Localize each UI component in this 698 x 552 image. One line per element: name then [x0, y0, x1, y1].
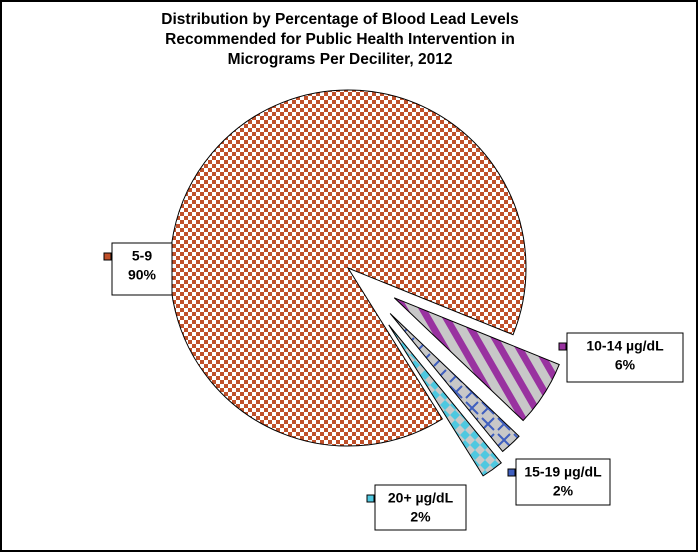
slice-label: 10-14 µg/dL	[586, 338, 664, 354]
label-box	[111, 242, 173, 296]
pie-slice	[389, 313, 520, 453]
slice-value-label: 2%	[553, 483, 574, 499]
pie-slice	[169, 89, 527, 447]
chart-title: Recommended for Public Health Interventi…	[165, 31, 515, 48]
slice-label: 20+ µg/dL	[388, 490, 454, 506]
legend-key	[103, 252, 112, 261]
pie-slice	[388, 324, 502, 477]
legend-key	[558, 342, 567, 351]
slice-value-label: 2%	[410, 509, 431, 525]
slice-label: 15-19 µg/dL	[524, 464, 602, 480]
chart-title: Micrograms Per Deciliter, 2012	[228, 51, 453, 68]
label-box	[566, 332, 684, 383]
legend-key	[507, 468, 516, 477]
slice-value-label: 6%	[615, 357, 636, 373]
label-box	[374, 484, 467, 531]
chart-title: Distribution by Percentage of Blood Lead…	[161, 11, 518, 28]
legend-key	[366, 494, 375, 503]
pie-slice	[393, 297, 560, 422]
label-box	[515, 458, 611, 506]
slice-value-label: 90%	[128, 267, 157, 283]
slice-label: 5-9	[132, 248, 152, 264]
